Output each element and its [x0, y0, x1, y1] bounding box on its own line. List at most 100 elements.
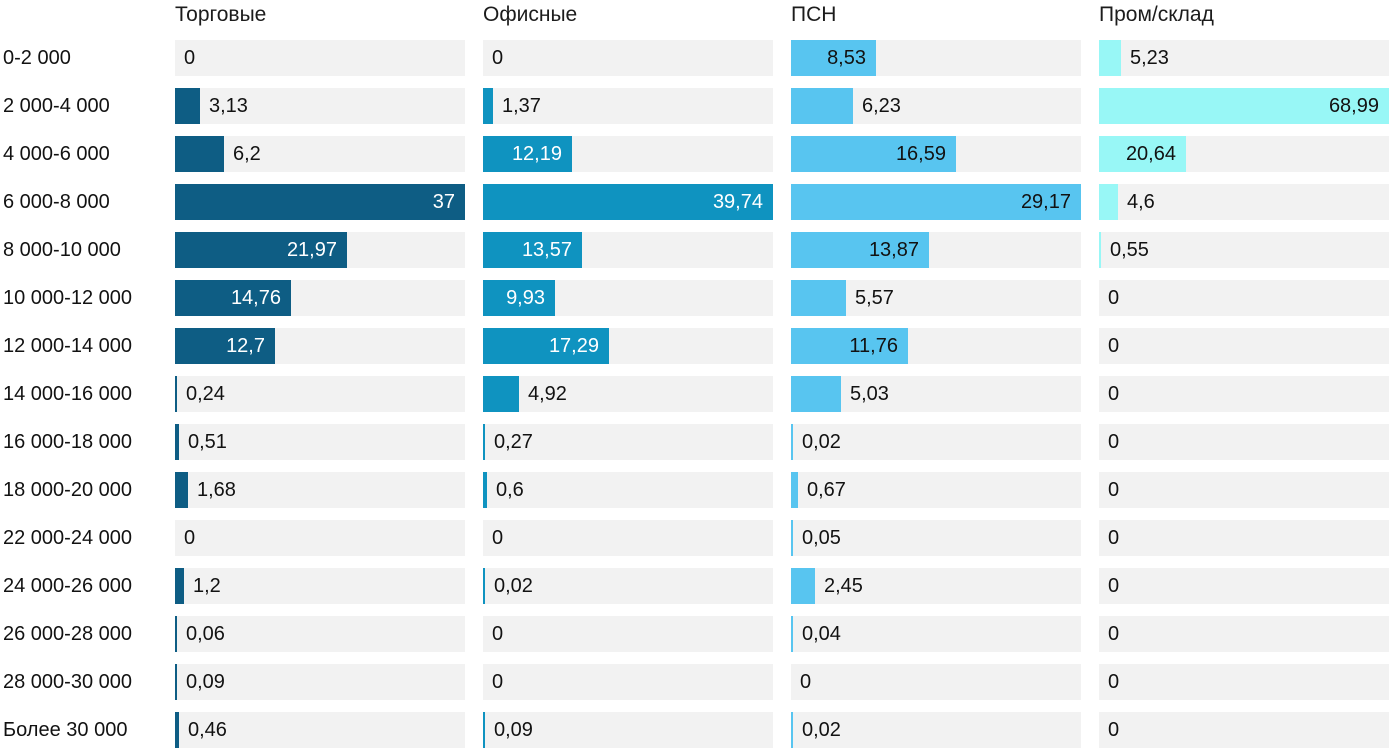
- value-label: 11,76: [849, 334, 898, 357]
- bar-track: 6,23: [791, 88, 1081, 124]
- bar: [791, 712, 793, 748]
- value-label: 0,05: [802, 526, 841, 549]
- bar-track: 0: [175, 40, 465, 76]
- value-label: 12,19: [511, 142, 562, 165]
- bar: [483, 712, 485, 748]
- bar: [175, 88, 200, 124]
- bar-track: 0,06: [175, 616, 465, 652]
- row-label: 18 000-20 000: [3, 478, 133, 501]
- value-label: 2,45: [824, 574, 863, 597]
- value-label: 0,09: [186, 670, 225, 693]
- bar: [1099, 136, 1186, 172]
- bar: [175, 232, 347, 268]
- value-label: 9,93: [506, 286, 545, 309]
- bar-track: 4,92: [483, 376, 773, 412]
- row-label: 10 000-12 000: [3, 286, 133, 309]
- value-label: 0: [492, 670, 504, 693]
- bar-track: 8,53: [791, 40, 1081, 76]
- value-label: 1,2: [193, 574, 221, 597]
- bar: [483, 136, 572, 172]
- value-label: 0: [492, 622, 504, 645]
- value-label: 0,04: [802, 622, 841, 645]
- bar: [175, 424, 179, 460]
- bar: [1099, 184, 1118, 220]
- bar-track: 0: [483, 664, 773, 700]
- bar: [483, 88, 493, 124]
- bar-track: 12,7: [175, 328, 465, 364]
- bar: [791, 376, 841, 412]
- bar: [175, 712, 179, 748]
- bar: [483, 424, 485, 460]
- bar: [483, 184, 773, 220]
- bar: [791, 472, 798, 508]
- bar-track: 0: [1099, 376, 1389, 412]
- bar: [1099, 232, 1101, 268]
- value-label: 0: [1108, 718, 1120, 741]
- bar: [483, 472, 487, 508]
- value-label: 68,99: [1328, 94, 1379, 117]
- value-label: 0: [1108, 622, 1120, 645]
- bar: [791, 232, 929, 268]
- bar: [483, 280, 555, 316]
- bar-track: 1,37: [483, 88, 773, 124]
- bar-track: 0: [1099, 424, 1389, 460]
- value-label: 0,02: [802, 718, 841, 741]
- column-header-ofisnye: Офисные: [483, 3, 578, 26]
- value-label: 13,57: [521, 238, 572, 261]
- bar-track: 5,57: [791, 280, 1081, 316]
- bar: [175, 376, 177, 412]
- bar-track: 13,87: [791, 232, 1081, 268]
- row-label: 2 000-4 000: [3, 94, 110, 117]
- value-label: 0: [1108, 478, 1120, 501]
- bar-track: 11,76: [791, 328, 1081, 364]
- value-label: 0: [800, 670, 812, 693]
- row-label: 26 000-28 000: [3, 622, 133, 645]
- value-label: 3,13: [209, 94, 248, 117]
- value-label: 0,51: [188, 430, 227, 453]
- row-label: 0-2 000: [3, 46, 71, 69]
- bar-track: 0: [1099, 664, 1389, 700]
- bar: [791, 328, 908, 364]
- value-label: 0,09: [494, 718, 533, 741]
- value-label: 39,74: [712, 190, 763, 213]
- value-label: 0: [1108, 382, 1120, 405]
- bar-track: 0: [1099, 520, 1389, 556]
- value-label: 0,55: [1110, 238, 1149, 261]
- value-label: 0: [184, 46, 196, 69]
- bar-track: 0: [175, 520, 465, 556]
- value-label: 6,2: [233, 142, 261, 165]
- bar-track: 0,02: [483, 568, 773, 604]
- bar-track: 0,09: [483, 712, 773, 748]
- value-label: 0: [184, 526, 196, 549]
- row-label: 16 000-18 000: [3, 430, 133, 453]
- bar-track: 17,29: [483, 328, 773, 364]
- bar-track: 1,68: [175, 472, 465, 508]
- row-label: 12 000-14 000: [3, 334, 133, 357]
- bar-track: 0,46: [175, 712, 465, 748]
- bar: [175, 184, 465, 220]
- bar: [791, 616, 793, 652]
- value-label: 6,23: [862, 94, 901, 117]
- row-label: 24 000-26 000: [3, 574, 133, 597]
- bar: [791, 424, 793, 460]
- row-label: 28 000-30 000: [3, 670, 133, 693]
- bar-track: 0,27: [483, 424, 773, 460]
- column-header-torgovye: Торговые: [175, 3, 267, 26]
- value-label: 12,7: [226, 334, 265, 357]
- value-label: 5,23: [1130, 46, 1169, 69]
- bar-track: 0,02: [791, 424, 1081, 460]
- bar: [791, 184, 1081, 220]
- value-label: 0,67: [807, 478, 846, 501]
- value-label: 21,97: [286, 238, 337, 261]
- bar-track: 0,24: [175, 376, 465, 412]
- bar-track: 0: [1099, 568, 1389, 604]
- bar: [483, 568, 485, 604]
- value-label: 0: [1108, 670, 1120, 693]
- value-label: 0: [1108, 526, 1120, 549]
- value-label: 0,6: [496, 478, 524, 501]
- value-label: 4,92: [528, 382, 567, 405]
- bar: [483, 376, 519, 412]
- value-label: 5,03: [850, 382, 889, 405]
- bar-track: 0,55: [1099, 232, 1389, 268]
